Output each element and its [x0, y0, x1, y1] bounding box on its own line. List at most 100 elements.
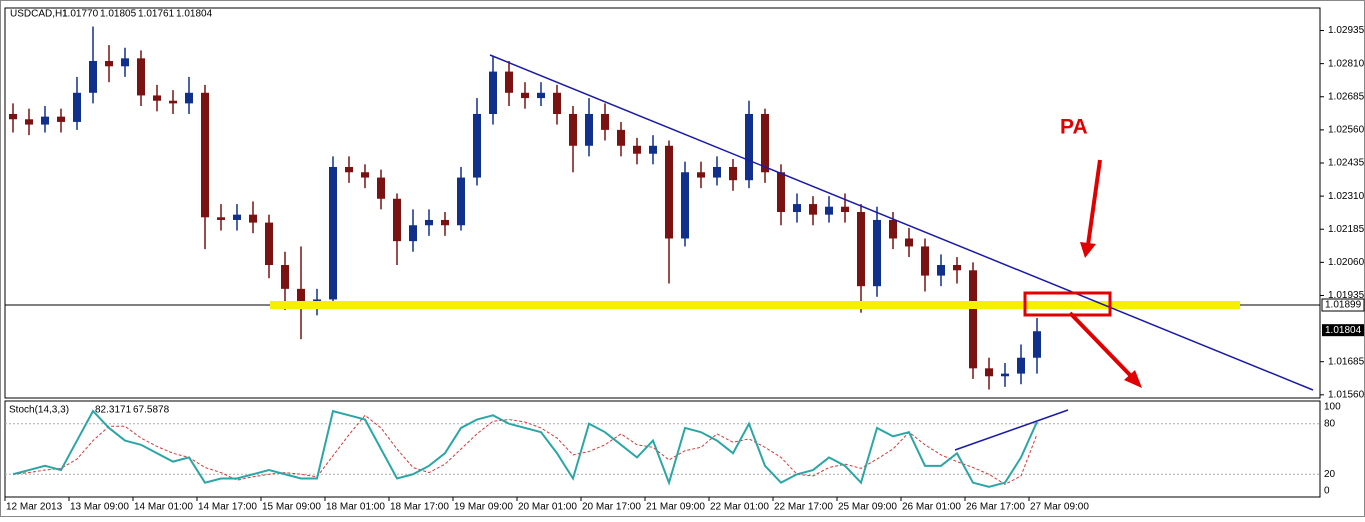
x-tick-label: 22 Mar 17:00: [774, 502, 833, 513]
x-tick-label: 12 Mar 2013: [6, 502, 63, 513]
plot: 1.02935 1.02810 1.02685 1.02560 1.02435 1.023…: [4, 25, 1365, 513]
y-tick-label: 1.02185: [1328, 224, 1365, 235]
candle-body: [393, 198, 401, 242]
candle-body: [153, 95, 161, 101]
y-tick-label: 1.01685: [1328, 356, 1365, 367]
trend-line: [489, 54, 1314, 391]
candle-body: [329, 166, 337, 300]
arrow: [1068, 311, 1132, 377]
candle-body: [681, 172, 689, 239]
candle-body: [601, 113, 609, 130]
x-tick-label: 20 Mar 01:00: [518, 502, 577, 513]
candle-body: [729, 166, 737, 181]
candle-body: [1017, 357, 1025, 374]
candle-body: [425, 219, 433, 226]
candle-body: [233, 214, 241, 220]
candle-body: [537, 92, 545, 99]
candle-body: [809, 204, 817, 215]
arrow-head: [1124, 370, 1142, 388]
x-tick-label: 21 Mar 09:00: [646, 502, 705, 513]
candle-body: [873, 219, 881, 287]
candle-body: [201, 92, 209, 218]
candle-body: [377, 177, 385, 199]
candle-body: [713, 166, 721, 178]
candle-body: [969, 270, 977, 369]
candle-body: [297, 288, 305, 303]
candle-body: [569, 113, 577, 146]
candle-body: [905, 238, 913, 247]
x-tick-label: 25 Mar 09:00: [838, 502, 897, 513]
candle-body: [137, 58, 145, 96]
last-price-label: 1.01804: [1325, 325, 1362, 336]
x-tick-label: 27 Mar 09:00: [1030, 502, 1089, 513]
header-open: 1.01770: [62, 9, 99, 20]
candle-body: [985, 368, 993, 377]
candle-body: [921, 246, 929, 276]
candle-body: [793, 204, 801, 213]
y-tick-label: 1.01935: [1328, 290, 1365, 301]
candle-body: [249, 214, 257, 223]
candle-body: [937, 264, 945, 276]
candle-body: [857, 212, 865, 287]
y-tick-label: 1.02310: [1328, 191, 1365, 202]
candle-body: [1001, 373, 1009, 377]
x-tick-label: 22 Mar 01:00: [710, 502, 769, 513]
candle-body: [761, 113, 769, 173]
x-tick-label: 14 Mar 17:00: [198, 502, 257, 513]
candle-body: [1033, 331, 1041, 358]
candle-body: [73, 92, 81, 122]
candle-body: [889, 219, 897, 239]
candle-body: [409, 225, 417, 242]
candle-body: [57, 116, 65, 122]
x-tick-label: 15 Mar 09:00: [262, 502, 321, 513]
arrow: [1086, 159, 1102, 246]
last-price-box: [1322, 324, 1364, 337]
y-tick-label: 1.02435: [1328, 158, 1365, 169]
candle-body: [649, 145, 657, 154]
candle-body: [265, 222, 273, 265]
x-tick-label: 19 Mar 09:00: [454, 502, 513, 513]
candle-body: [121, 58, 129, 67]
candle-body: [489, 71, 497, 114]
header-symbol: USDCAD,H1: [10, 9, 68, 20]
stoch-tick-label: 0: [1324, 486, 1330, 497]
candle-body: [617, 129, 625, 146]
candle-body: [953, 264, 961, 271]
y-tick-label: 1.02685: [1328, 91, 1365, 102]
stoch-signal-last: 67.5878: [133, 405, 170, 416]
x-tick-label: 14 Mar 01:00: [134, 502, 193, 513]
header-low: 1.01761: [138, 9, 175, 20]
x-tick-label: 26 Mar 01:00: [902, 502, 961, 513]
level-box: [1321, 298, 1365, 312]
candle-body: [185, 92, 193, 104]
candle-body: [9, 113, 17, 120]
x-tick-label: 13 Mar 09:00: [70, 502, 129, 513]
candle-body: [777, 172, 785, 213]
stoch-tick-label: 100: [1324, 402, 1341, 413]
x-tick-label: 26 Mar 17:00: [966, 502, 1025, 513]
candle-body: [585, 113, 593, 146]
stoch-main-line: [12, 409, 1038, 488]
level-label: 1.01899: [1325, 300, 1362, 311]
stoch-panel: [4, 400, 1321, 498]
x-tick-label: 18 Mar 01:00: [326, 502, 385, 513]
y-tick-label: 1.02935: [1328, 25, 1365, 36]
candle-body: [281, 264, 289, 289]
candle-body: [553, 92, 561, 114]
price-panel: [4, 7, 1321, 399]
annotation: PA: [1060, 116, 1088, 139]
candle-body: [89, 60, 97, 93]
stoch-tick-label: 80: [1324, 418, 1336, 429]
stoch-label: Stoch(14,3,3): [9, 405, 69, 416]
candle-body: [361, 172, 369, 178]
candle-body: [633, 145, 641, 154]
x-tick-label: 20 Mar 17:00: [582, 502, 641, 513]
candle-body: [169, 100, 177, 104]
candle-body: [521, 92, 529, 99]
candle-body: [841, 206, 849, 213]
stoch-tick-label: 20: [1324, 469, 1336, 480]
candle-body: [217, 217, 225, 220]
x-tick-label: 18 Mar 17:00: [390, 502, 449, 513]
